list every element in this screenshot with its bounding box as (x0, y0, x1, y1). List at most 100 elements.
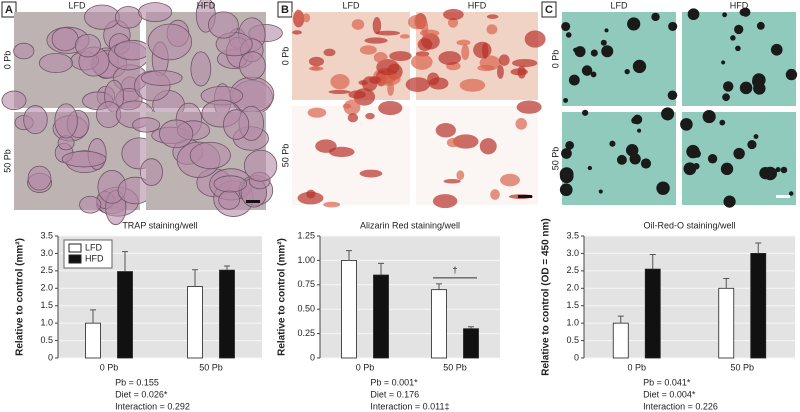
stain (486, 14, 499, 19)
cell (83, 4, 120, 30)
droplet (581, 65, 593, 76)
panel-box (277, 1, 293, 18)
column-label: HFD (730, 0, 749, 10)
cell (114, 39, 151, 61)
micrograph (14, 100, 158, 226)
stain (443, 178, 461, 184)
droplet (788, 191, 794, 196)
error-bar (468, 326, 474, 329)
panel-letter: B (281, 4, 289, 16)
y-tick-label: 2.5 (40, 265, 53, 275)
stain (323, 201, 341, 208)
y-axis-label: Relative to control (OD = 450 nm) (541, 218, 552, 376)
error-bar (436, 283, 442, 290)
cell (190, 51, 212, 87)
cell (213, 175, 248, 193)
column-label: HFD (197, 0, 216, 10)
micrograph (132, 99, 278, 217)
stat-line: Diet = 0.026* (115, 389, 168, 399)
x-tick-label: 50 Pb (443, 362, 467, 372)
stain (496, 65, 504, 79)
error-bar (723, 278, 730, 289)
x-tick-label: 0 Pb (627, 362, 646, 372)
column-label: LFD (342, 0, 360, 10)
stat-line: Pb = 0.155 (115, 377, 159, 387)
cell (218, 190, 240, 210)
stain (479, 55, 501, 71)
cell (139, 158, 163, 186)
micrograph (561, 12, 678, 106)
stat-line: Pb = 0.041* (643, 377, 691, 387)
droplet (627, 17, 641, 31)
stain (330, 74, 350, 90)
micrograph (134, 0, 283, 120)
y-tick-label: 0.5 (40, 335, 53, 345)
legend-label: HFD (85, 253, 104, 263)
bar (463, 328, 479, 359)
panel-letter: C (545, 4, 553, 16)
droplet (561, 21, 571, 32)
stain (443, 8, 464, 21)
micrograph (416, 100, 542, 209)
stain (405, 77, 430, 92)
micrograph (405, 8, 546, 100)
droplet (668, 21, 678, 31)
y-tick-label: 1.5 (40, 300, 53, 310)
stain (516, 100, 542, 114)
droplet (702, 109, 716, 124)
cell (115, 6, 143, 29)
droplet (753, 134, 759, 139)
y-tick-label: 3.5 (40, 230, 53, 240)
y-tick-label: 3.0 (566, 248, 579, 258)
stain (306, 189, 316, 199)
stat-line: Diet = 0.004* (643, 389, 696, 399)
bar (644, 268, 661, 359)
cell (140, 70, 183, 86)
y-tick-label: 1.25 (297, 230, 315, 240)
droplet (741, 7, 751, 17)
droplet (785, 68, 798, 81)
droplet (730, 35, 736, 41)
stain (399, 34, 410, 39)
droplet (756, 21, 765, 30)
micrograph (292, 99, 410, 208)
cell (23, 105, 48, 135)
droplet (559, 167, 574, 182)
stain (438, 51, 462, 66)
droplet (721, 60, 726, 65)
stain (490, 189, 500, 200)
stain (376, 59, 400, 76)
error-bar (122, 251, 128, 272)
stain (456, 170, 465, 181)
cell (54, 103, 78, 139)
micrograph (559, 107, 676, 205)
stain (364, 37, 388, 44)
error-bar (90, 309, 96, 324)
x-tick-label: 50 Pb (730, 362, 754, 372)
stain (373, 52, 388, 64)
stain (498, 54, 510, 66)
chart-title: TRAP staining/well (122, 220, 197, 230)
stain (348, 90, 366, 99)
stain (302, 13, 311, 23)
cell (79, 195, 102, 214)
y-tick-label: 2.0 (40, 283, 53, 293)
stat-line: Interaction = 0.011‡ (370, 401, 449, 411)
column-label: LFD (610, 0, 628, 10)
stain (375, 72, 401, 86)
error-bar (346, 250, 352, 261)
y-tick-label: 0 (48, 352, 53, 362)
stain (372, 16, 382, 35)
bar (718, 287, 735, 359)
y-tick-label: 0 (574, 352, 579, 362)
error-bar (378, 262, 384, 276)
error-bar (755, 242, 762, 254)
stain (408, 14, 427, 30)
y-tick-label: 1.00 (297, 255, 315, 265)
droplet (707, 154, 718, 164)
x-tick-label: 0 Pb (100, 362, 119, 372)
droplet (651, 12, 660, 22)
micrograph (680, 109, 796, 208)
y-axis-label: Relative to control (mm²) (15, 238, 26, 356)
